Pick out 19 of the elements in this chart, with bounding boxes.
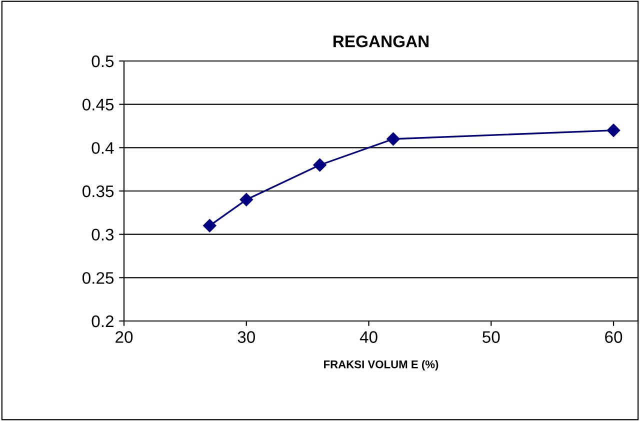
x-tick-label: 40 xyxy=(360,331,378,343)
y-tick-label: 0.2 xyxy=(92,315,114,328)
y-tick-label: 0.4 xyxy=(92,142,114,154)
point xyxy=(203,219,216,232)
point xyxy=(240,193,253,206)
x-tick-label: 30 xyxy=(238,331,255,343)
point xyxy=(386,132,400,146)
y-tick-label: 0.3 xyxy=(92,228,114,241)
y-tick-label: 0.45 xyxy=(82,98,114,111)
y-tick-label: 0.35 xyxy=(82,185,114,198)
x-tick-label: 20 xyxy=(116,331,133,343)
point xyxy=(313,158,326,172)
chart-title: REGANGAN xyxy=(334,35,428,48)
x-axis-title: FRAKSI VOLUM E (%) xyxy=(324,360,438,371)
x-tick-label: 60 xyxy=(605,331,622,343)
y-tick-label: 0.5 xyxy=(92,55,114,68)
y-tick-label: 0.25 xyxy=(82,272,114,284)
point xyxy=(606,124,620,137)
x-tick-label: 50 xyxy=(482,331,500,343)
